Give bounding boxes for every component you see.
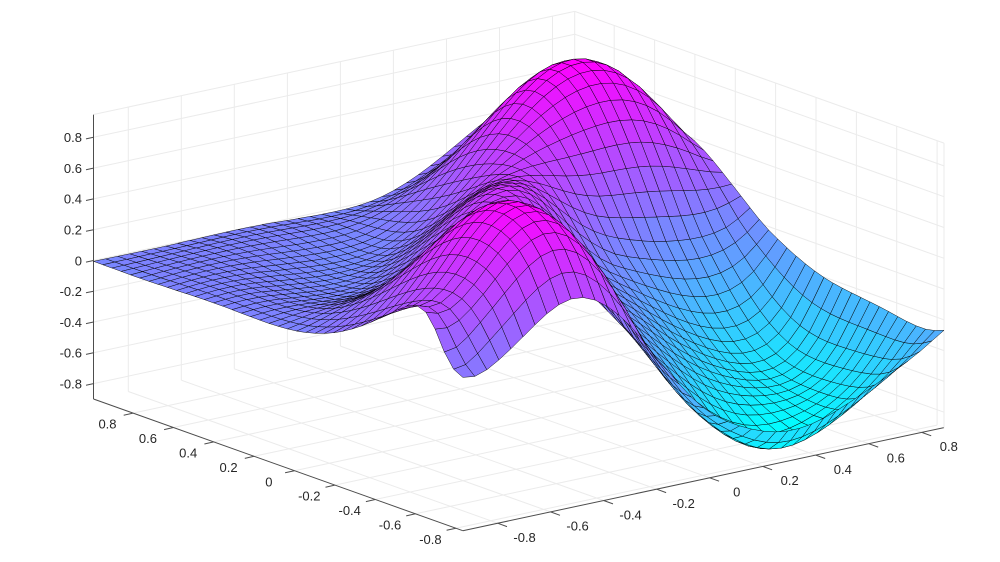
svg-text:0.6: 0.6 [887,451,905,466]
svg-text:0: 0 [733,485,740,500]
svg-text:-0.4: -0.4 [60,315,82,330]
svg-text:-0.8: -0.8 [419,532,441,547]
svg-text:-0.6: -0.6 [566,519,588,534]
svg-text:0.6: 0.6 [64,161,82,176]
svg-text:-0.2: -0.2 [298,489,320,504]
svg-text:-0.2: -0.2 [60,284,82,299]
svg-text:0.2: 0.2 [781,473,799,488]
svg-text:-0.2: -0.2 [672,496,694,511]
svg-text:-0.4: -0.4 [619,507,641,522]
svg-text:0.8: 0.8 [940,439,958,454]
svg-text:0.2: 0.2 [64,223,82,238]
svg-text:0.4: 0.4 [64,192,82,207]
svg-text:-0.8: -0.8 [60,376,82,391]
svg-text:-0.6: -0.6 [379,517,401,532]
svg-text:0.6: 0.6 [139,431,157,446]
svg-text:-0.8: -0.8 [513,530,535,545]
svg-text:0.2: 0.2 [220,460,238,475]
svg-text:-0.4: -0.4 [338,503,360,518]
svg-text:0.8: 0.8 [64,130,82,145]
svg-text:0.4: 0.4 [834,462,852,477]
svg-text:0.4: 0.4 [179,446,197,461]
svg-text:0.8: 0.8 [98,417,116,432]
svg-text:-0.6: -0.6 [60,346,82,361]
svg-text:0: 0 [75,253,82,268]
svg-text:0: 0 [265,474,272,489]
